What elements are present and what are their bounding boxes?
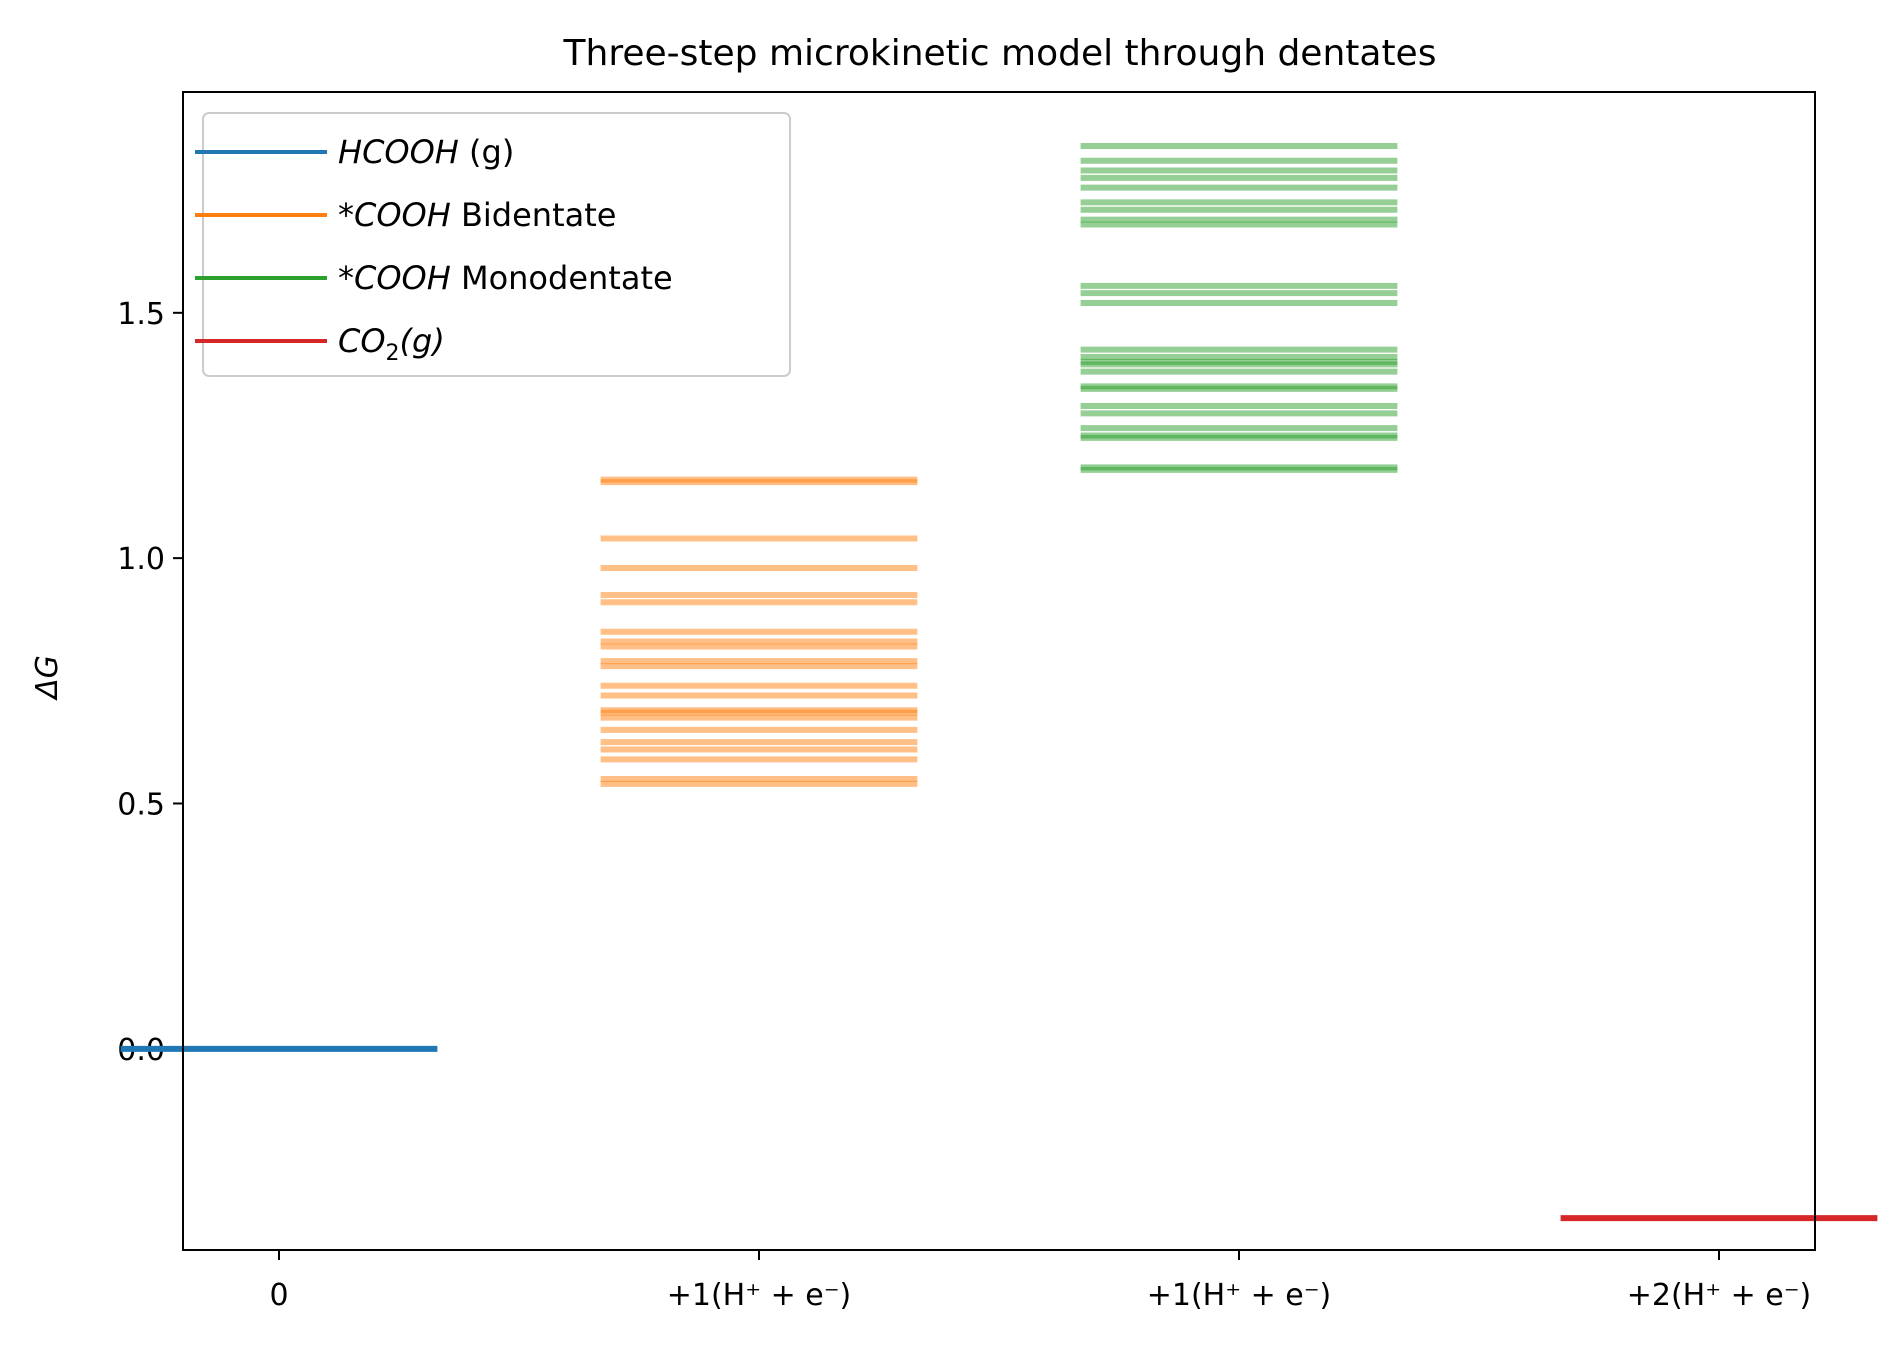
x-tick-label: +1(H⁺ + e⁻) [1147,1278,1332,1313]
legend-entry: CO2(g) [338,322,445,366]
y-tick-label: 0.5 [117,787,165,822]
plot-marks [120,142,1878,1222]
x-tick-label: 0 [269,1278,288,1313]
legend-entry-phase: (g) [400,322,445,360]
legend: HCOOH (g)*COOH Bidentate*COOH Monodentat… [195,112,791,377]
x-tick-label: +1(H⁺ + e⁻) [667,1278,852,1313]
legend-entry-label: (g) [459,133,514,171]
legend-entry: *COOH Monodentate [338,259,673,297]
legend-entry: HCOOH (g) [338,133,514,171]
legend-entry-subscript: 2 [386,341,400,366]
chart-title: Three-step microkinetic model through de… [563,33,1437,74]
y-axis-label: ΔG [30,655,65,701]
legend-entry: *COOH Bidentate [338,196,616,234]
legend-box [202,112,791,377]
legend-entry-label: Monodentate [451,259,673,297]
y-tick-label: 1.0 [117,542,165,577]
y-axis: 0.00.51.01.5 [117,297,183,1068]
x-tick-label: +2(H⁺ + e⁻) [1627,1278,1812,1313]
series--cooh-monodentate [1080,142,1398,473]
legend-entry-formula: HCOOH [338,133,459,171]
x-axis: 0 +1(H⁺ + e⁻) +1(H⁺ + e⁻) +2(H⁺ + e⁻) [269,1250,1811,1313]
plot-frame [182,91,1816,1251]
legend-entry-label: Bidentate [451,196,617,234]
legend-entry-formula: *COOH [338,196,451,234]
series--cooh-bidentate [600,476,918,787]
legend-entry-formula: *COOH [338,259,451,297]
legend-entry-formula: CO [338,322,386,360]
y-tick-label: 1.5 [117,297,165,332]
